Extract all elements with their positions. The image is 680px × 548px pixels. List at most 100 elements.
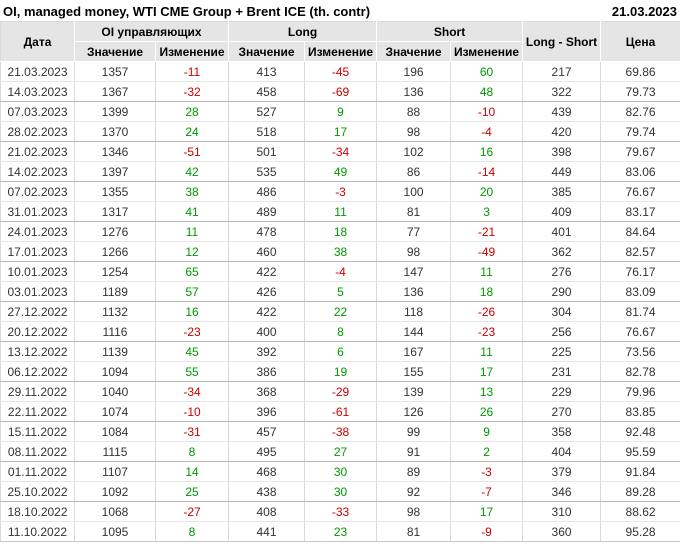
cell-price: 83.85: [600, 401, 680, 422]
cell-oi-change: -23: [154, 321, 230, 342]
cell-price: 83.17: [600, 201, 680, 222]
cell-oi-value: 1092: [74, 481, 156, 502]
cell-short-change: 16: [450, 141, 524, 162]
cell-long-value: 400: [228, 321, 306, 342]
cell-long-short: 231: [522, 361, 602, 382]
cell-short-change: 20: [450, 181, 524, 202]
cell-short-value: 98: [376, 121, 452, 142]
table-row: 03.01.2023 1189 57 426 5 136 18 290 83.09: [0, 281, 680, 302]
cell-long-change: -3: [304, 181, 378, 202]
cell-long-short: 229: [522, 381, 602, 402]
cell-short-change: -21: [450, 221, 524, 242]
cell-oi-change: -11: [154, 61, 230, 82]
cell-short-value: 98: [376, 501, 452, 522]
cell-short-value: 86: [376, 161, 452, 182]
cell-short-change: 9: [450, 421, 524, 442]
cell-price: 76.17: [600, 261, 680, 282]
table-row: 07.02.2023 1355 38 486 -3 100 20 385 76.67: [0, 181, 680, 202]
cell-long-value: 518: [228, 121, 306, 142]
cell-short-value: 126: [376, 401, 452, 422]
cell-date: 10.01.2023: [0, 261, 75, 282]
cell-short-value: 98: [376, 241, 452, 262]
cell-long-change: -4: [304, 261, 378, 282]
cell-price: 81.74: [600, 301, 680, 322]
cell-oi-value: 1276: [74, 221, 156, 242]
cell-oi-value: 1107: [74, 461, 156, 482]
cell-short-value: 88: [376, 101, 452, 122]
cell-long-change: -61: [304, 401, 378, 422]
cell-oi-change: 38: [154, 181, 230, 202]
cell-long-short: 270: [522, 401, 602, 422]
cell-short-change: -14: [450, 161, 524, 182]
table-header: Дата OI управляющих Long Short Long - Sh…: [0, 21, 680, 62]
cell-price: 79.74: [600, 121, 680, 142]
cell-price: 69.86: [600, 61, 680, 82]
cell-oi-value: 1189: [74, 281, 156, 302]
cell-price: 79.96: [600, 381, 680, 402]
table-row: 06.12.2022 1094 55 386 19 155 17 231 82.78: [0, 361, 680, 382]
cell-oi-value: 1040: [74, 381, 156, 402]
table-row: 01.11.2022 1107 14 468 30 89 -3 379 91.84: [0, 461, 680, 482]
cell-short-change: -23: [450, 321, 524, 342]
cell-long-short: 322: [522, 81, 602, 102]
cell-long-short: 217: [522, 61, 602, 82]
cell-long-value: 468: [228, 461, 306, 482]
cell-long-short: 420: [522, 121, 602, 142]
cell-oi-value: 1357: [74, 61, 156, 82]
table-row: 08.11.2022 1115 8 495 27 91 2 404 95.59: [0, 441, 680, 462]
cell-long-value: 386: [228, 361, 306, 382]
header-oi-change: Изменение: [154, 41, 230, 62]
cell-price: 79.73: [600, 81, 680, 102]
cell-short-value: 167: [376, 341, 452, 362]
cell-date: 13.12.2022: [0, 341, 75, 362]
cell-long-change: 30: [304, 461, 378, 482]
cell-long-short: 439: [522, 101, 602, 122]
cell-oi-change: -27: [154, 501, 230, 522]
cell-long-value: 396: [228, 401, 306, 422]
table-row: 13.12.2022 1139 45 392 6 167 11 225 73.56: [0, 341, 680, 362]
cell-long-value: 426: [228, 281, 306, 302]
table-row: 10.01.2023 1254 65 422 -4 147 11 276 76.17: [0, 261, 680, 282]
cell-date: 21.02.2023: [0, 141, 75, 162]
cell-long-change: 9: [304, 101, 378, 122]
header-long-value: Значение: [228, 41, 306, 62]
cell-oi-value: 1399: [74, 101, 156, 122]
cell-price: 84.64: [600, 221, 680, 242]
cell-long-value: 441: [228, 521, 306, 542]
table-row: 18.10.2022 1068 -27 408 -33 98 17 310 88.62: [0, 501, 680, 522]
cell-oi-change: 55: [154, 361, 230, 382]
cell-long-value: 422: [228, 301, 306, 322]
cell-price: 76.67: [600, 321, 680, 342]
cell-short-value: 196: [376, 61, 452, 82]
cell-long-short: 358: [522, 421, 602, 442]
cell-long-change: 19: [304, 361, 378, 382]
header-date: Дата: [0, 21, 75, 62]
header-group-oi: OI управляющих: [73, 21, 230, 42]
oi-table: Дата OI управляющих Long Short Long - Sh…: [0, 21, 680, 542]
header-long-change: Изменение: [304, 41, 378, 62]
cell-long-change: 38: [304, 241, 378, 262]
cell-oi-value: 1317: [74, 201, 156, 222]
cell-oi-value: 1094: [74, 361, 156, 382]
table-row: 11.10.2022 1095 8 441 23 81 -9 360 95.28: [0, 521, 680, 542]
table-row: 31.01.2023 1317 41 489 11 81 3 409 83.17: [0, 201, 680, 222]
cell-oi-value: 1355: [74, 181, 156, 202]
cell-price: 76.67: [600, 181, 680, 202]
cell-oi-value: 1346: [74, 141, 156, 162]
cell-long-value: 457: [228, 421, 306, 442]
table-row: 27.12.2022 1132 16 422 22 118 -26 304 81.74: [0, 301, 680, 322]
cell-short-change: 13: [450, 381, 524, 402]
cell-long-value: 368: [228, 381, 306, 402]
cell-price: 83.09: [600, 281, 680, 302]
cell-long-value: 458: [228, 81, 306, 102]
cell-long-change: 30: [304, 481, 378, 502]
cell-date: 15.11.2022: [0, 421, 75, 442]
cell-short-change: -10: [450, 101, 524, 122]
cell-long-value: 478: [228, 221, 306, 242]
cell-short-value: 81: [376, 201, 452, 222]
cell-oi-value: 1132: [74, 301, 156, 322]
cell-date: 01.11.2022: [0, 461, 75, 482]
cell-long-change: 22: [304, 301, 378, 322]
cell-oi-change: 12: [154, 241, 230, 262]
